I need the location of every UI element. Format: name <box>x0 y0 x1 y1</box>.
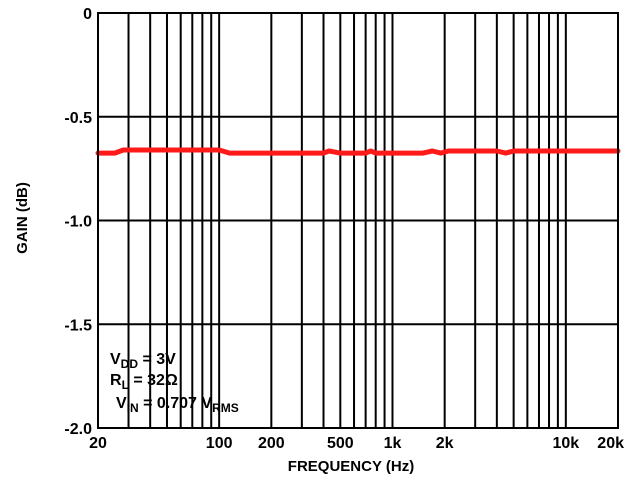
x-tick-label: 500 <box>327 435 354 452</box>
y-tick-label: -2.0 <box>64 421 92 438</box>
series-layer <box>95 147 621 156</box>
y-tick-label: -0.5 <box>64 110 92 127</box>
condition-annotation: VDD = 3V <box>110 351 176 371</box>
condition-annotation: RL = 32Ω <box>110 372 178 392</box>
x-tick-labels: 20 100 200 500 1k 2k 10k 20k <box>89 435 624 452</box>
y-axis-label: GAIN (dB) <box>14 182 31 254</box>
plot-frame <box>97 12 619 429</box>
condition-annotation: VIN = 0.707 VRMS <box>116 395 239 415</box>
x-axis-label: FREQUENCY (Hz) <box>288 458 414 475</box>
x-tick-label: 2k <box>436 435 454 452</box>
x-tick-label: 1k <box>384 435 402 452</box>
y-tick-labels: 0 -0.5 -1.0 -1.5 -2.0 <box>64 6 92 438</box>
y-tick-label: -1.5 <box>64 317 92 334</box>
x-tick-label: 200 <box>258 435 285 452</box>
x-tick-label: 100 <box>206 435 233 452</box>
x-tick-label: 20 <box>89 435 107 452</box>
gain-series-line <box>95 147 621 156</box>
grid <box>98 13 618 428</box>
x-tick-label: 10k <box>552 435 579 452</box>
x-tick-label: 20k <box>597 435 624 452</box>
y-tick-label: 0 <box>83 6 92 23</box>
y-tick-label: -1.0 <box>64 214 92 231</box>
